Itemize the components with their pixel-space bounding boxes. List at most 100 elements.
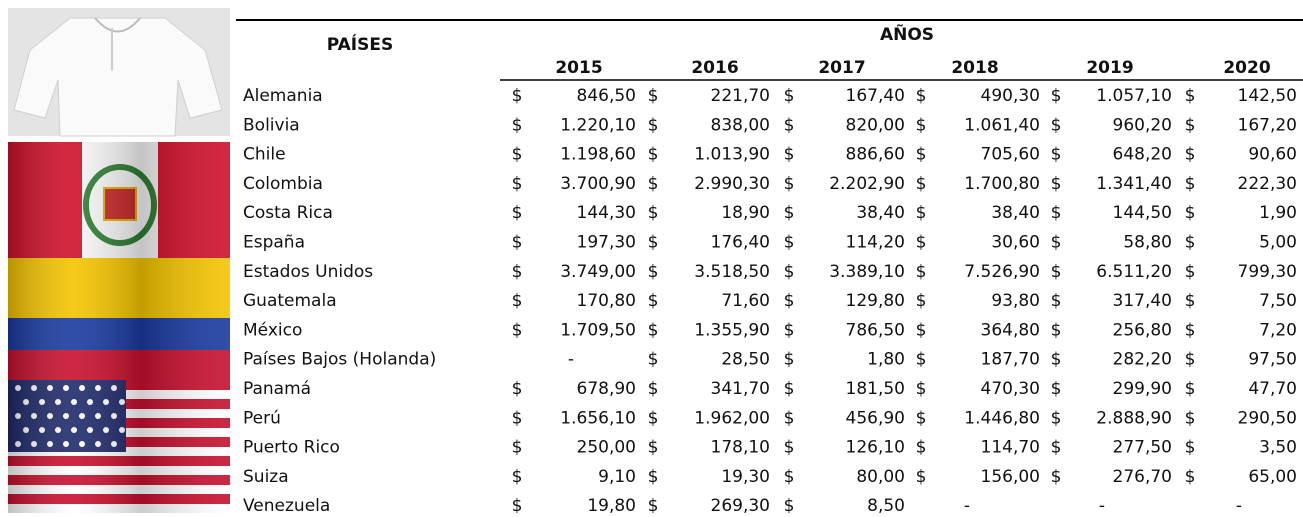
currency-symbol: $ <box>784 115 795 135</box>
amount: 678,90 <box>577 379 636 399</box>
currency-symbol: $ <box>784 379 795 399</box>
year-header: 2020 <box>1223 58 1270 78</box>
amount: 8,50 <box>867 496 905 513</box>
currency-symbol: $ <box>648 408 659 428</box>
blouse-image <box>8 8 230 137</box>
amount: 144,30 <box>577 203 636 223</box>
amount: 1.220,10 <box>560 115 636 135</box>
amount: - <box>1099 496 1105 513</box>
amount: 7,20 <box>1259 320 1297 340</box>
currency-symbol: $ <box>512 408 523 428</box>
amount: 277,50 <box>1113 438 1172 458</box>
amount: - <box>964 496 970 513</box>
country-name: Estados Unidos <box>243 262 373 282</box>
currency-symbol: $ <box>916 115 927 135</box>
country-name: Suiza <box>243 467 289 487</box>
year-header: 2015 <box>555 58 602 78</box>
amount: 290,50 <box>1238 408 1297 428</box>
currency-symbol: $ <box>512 262 523 282</box>
currency-symbol: $ <box>512 291 523 311</box>
currency-symbol: $ <box>648 379 659 399</box>
currency-symbol: $ <box>784 408 795 428</box>
currency-symbol: $ <box>1051 115 1062 135</box>
amount: 167,40 <box>846 86 905 106</box>
amount: 1.446,80 <box>964 408 1040 428</box>
currency-symbol: $ <box>916 233 927 253</box>
currency-symbol: $ <box>1185 203 1196 223</box>
currency-symbol: $ <box>784 145 795 165</box>
amount: 80,00 <box>856 467 905 487</box>
amount: 2.202,90 <box>829 174 905 194</box>
amount: 256,80 <box>1113 320 1172 340</box>
amount: 1.700,80 <box>964 174 1040 194</box>
amount: 282,20 <box>1113 350 1172 370</box>
amount: 178,10 <box>711 438 770 458</box>
amount: 820,00 <box>846 115 905 135</box>
amount: 705,60 <box>981 145 1040 165</box>
currency-symbol: $ <box>648 350 659 370</box>
amount: 317,40 <box>1113 291 1172 311</box>
amount: 3.389,10 <box>829 262 905 282</box>
amount: 71,60 <box>721 291 770 311</box>
amount: 167,20 <box>1238 115 1297 135</box>
amount: 38,40 <box>856 203 905 223</box>
amount: 846,50 <box>577 86 636 106</box>
currency-symbol: $ <box>916 350 927 370</box>
amount: 221,70 <box>711 86 770 106</box>
currency-symbol: $ <box>916 174 927 194</box>
currency-symbol: $ <box>916 408 927 428</box>
amount: 47,70 <box>1248 379 1297 399</box>
currency-symbol: $ <box>1051 262 1062 282</box>
amount: 1.061,40 <box>964 115 1040 135</box>
amount: 1.355,90 <box>694 320 770 340</box>
country-name: Puerto Rico <box>243 438 340 458</box>
amount: 490,30 <box>981 86 1040 106</box>
country-name: Colombia <box>243 174 323 194</box>
country-name: Perú <box>243 408 281 428</box>
currency-symbol: $ <box>1051 379 1062 399</box>
amount: - <box>1236 496 1242 513</box>
amount: 648,20 <box>1113 145 1172 165</box>
amount: 3.518,50 <box>694 262 770 282</box>
currency-symbol: $ <box>1185 145 1196 165</box>
amount: 90,60 <box>1248 145 1297 165</box>
amount: 129,80 <box>846 291 905 311</box>
currency-symbol: $ <box>512 379 523 399</box>
amount: 364,80 <box>981 320 1040 340</box>
currency-symbol: $ <box>916 291 927 311</box>
amount: 6.511,20 <box>1096 262 1172 282</box>
currency-symbol: $ <box>512 86 523 106</box>
country-name: Panamá <box>243 379 311 399</box>
currency-symbol: $ <box>512 115 523 135</box>
currency-symbol: $ <box>648 438 659 458</box>
currency-symbol: $ <box>648 496 659 513</box>
amount: 3,50 <box>1259 438 1297 458</box>
amount: 9,10 <box>598 467 636 487</box>
currency-symbol: $ <box>916 379 927 399</box>
currency-symbol: $ <box>916 203 927 223</box>
colombia-flag <box>8 258 230 380</box>
amount: 114,20 <box>846 233 905 253</box>
country-name: Chile <box>243 145 286 165</box>
currency-symbol: $ <box>512 174 523 194</box>
amount: 269,30 <box>711 496 770 513</box>
amount: 886,60 <box>846 145 905 165</box>
amount: 1.656,10 <box>560 408 636 428</box>
country-name: Venezuela <box>243 496 330 513</box>
amount: 58,80 <box>1123 233 1172 253</box>
currency-symbol: $ <box>648 262 659 282</box>
amount: 7,50 <box>1259 291 1297 311</box>
amount: 3.749,00 <box>560 262 636 282</box>
currency-symbol: $ <box>1185 291 1196 311</box>
currency-symbol: $ <box>784 350 795 370</box>
amount: 126,10 <box>846 438 905 458</box>
amount: 456,90 <box>846 408 905 428</box>
amount: 276,70 <box>1113 467 1172 487</box>
amount: 1.057,10 <box>1096 86 1172 106</box>
amount: 18,90 <box>721 203 770 223</box>
currency-symbol: $ <box>1185 320 1196 340</box>
amount: 97,50 <box>1248 350 1297 370</box>
amount: 144,50 <box>1113 203 1172 223</box>
amount: 250,00 <box>577 438 636 458</box>
